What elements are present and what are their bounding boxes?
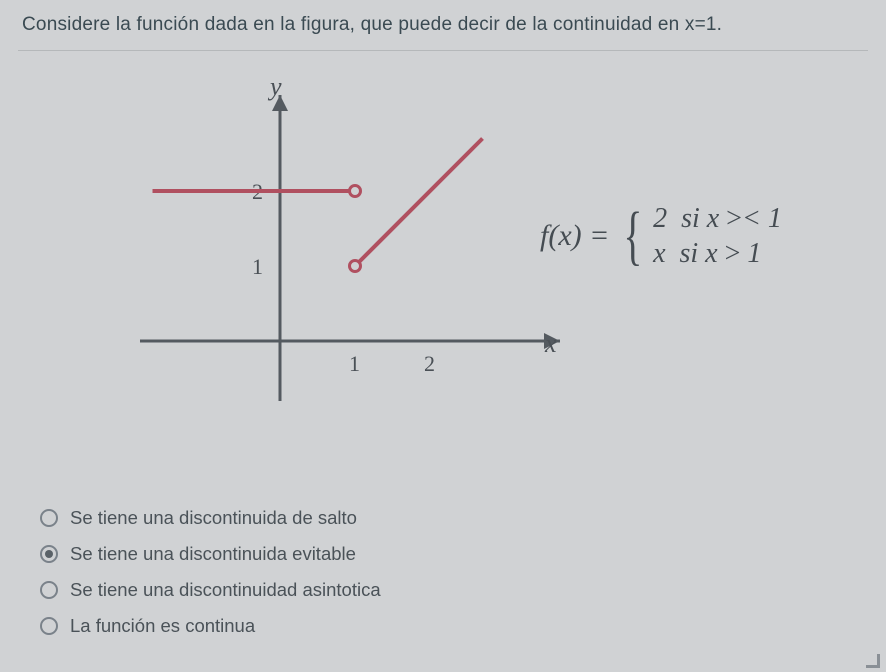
question-text: Considere la función dada en la figura, … [0, 0, 886, 46]
option-2[interactable]: Se tiene una discontinuidad asintotica [40, 579, 846, 601]
option-1[interactable]: Se tiene una discontinuida evitable [40, 543, 846, 565]
option-label: Se tiene una discontinuidad asintotica [70, 579, 381, 601]
option-label: Se tiene una discontinuida evitable [70, 543, 356, 565]
option-label: Se tiene una discontinuida de salto [70, 507, 357, 529]
option-3[interactable]: La función es continua [40, 615, 846, 637]
brace-icon: { [624, 206, 643, 265]
svg-text:1: 1 [252, 254, 263, 279]
answer-options: Se tiene una discontinuida de salto Se ti… [0, 481, 886, 663]
function-chart: yx1212 [140, 71, 580, 411]
radio-icon[interactable] [40, 545, 58, 563]
equation-cases: 2 si x >< 1x si x > 1 [653, 201, 782, 271]
resize-handle-icon [866, 654, 880, 668]
option-0[interactable]: Se tiene una discontinuida de salto [40, 507, 846, 529]
svg-text:x: x [544, 329, 557, 358]
option-label: La función es continua [70, 615, 255, 637]
svg-text:y: y [267, 72, 282, 101]
svg-text:2: 2 [424, 351, 435, 376]
radio-icon[interactable] [40, 617, 58, 635]
svg-text:1: 1 [349, 351, 360, 376]
piecewise-equation: f(x) = { 2 si x >< 1x si x > 1 [540, 201, 782, 271]
radio-icon[interactable] [40, 581, 58, 599]
radio-icon[interactable] [40, 509, 58, 527]
equation-lhs: f(x) = [540, 219, 609, 253]
figure-area: yx1212 f(x) = { 2 si x >< 1x si x > 1 [0, 51, 886, 481]
